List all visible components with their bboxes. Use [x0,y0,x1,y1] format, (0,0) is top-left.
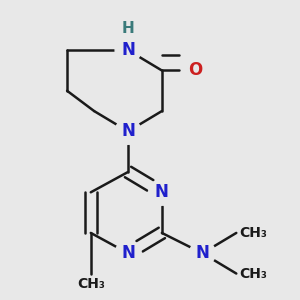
Circle shape [115,118,141,144]
Text: O: O [189,61,203,80]
Circle shape [183,58,208,83]
Circle shape [190,240,215,266]
Circle shape [149,179,175,205]
Text: H: H [122,21,134,36]
Text: CH₃: CH₃ [240,266,268,280]
Text: CH₃: CH₃ [77,277,105,291]
Text: N: N [196,244,209,262]
Circle shape [115,240,141,266]
Text: N: N [121,122,135,140]
Circle shape [115,37,141,63]
Text: N: N [155,183,169,201]
Text: N: N [121,41,135,59]
Text: CH₃: CH₃ [240,226,268,240]
Text: N: N [121,244,135,262]
